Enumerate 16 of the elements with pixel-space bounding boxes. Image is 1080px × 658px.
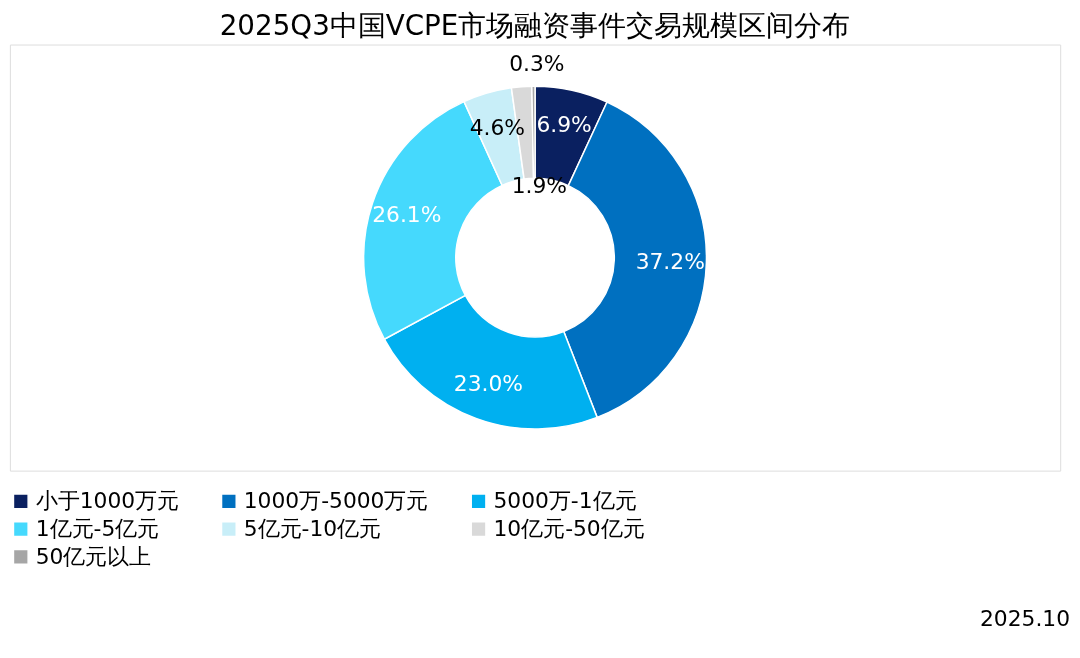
data-label: 26.1% [372, 201, 442, 227]
legend-label: 1亿元-5亿元 [35, 516, 160, 542]
legend-label: 50亿元以上 [35, 543, 152, 569]
chart-title: 2025Q3中国VCPE市场融资事件交易规模区间分布 [219, 8, 851, 42]
data-label: 23.0% [453, 371, 524, 397]
legend-label: 10亿元-50亿元 [493, 516, 645, 542]
legend-label: 5000万-1亿元 [493, 488, 637, 514]
legend-label: 5亿元-10亿元 [243, 516, 382, 542]
data-label: 37.2% [635, 248, 705, 274]
data-label: 1.9% [511, 173, 567, 199]
data-label: 4.6% [469, 114, 525, 140]
legend-label: 1000万-5000万元 [243, 488, 429, 514]
text: 2025.10 [980, 606, 1071, 632]
legend-label: 小于1000万元 [35, 488, 180, 514]
data-label: 6.9% [536, 112, 592, 138]
data-label: 0.3% [509, 51, 565, 77]
